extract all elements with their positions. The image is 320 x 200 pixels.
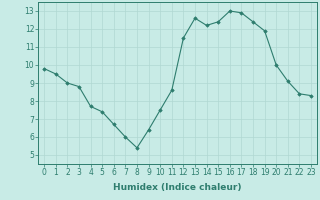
X-axis label: Humidex (Indice chaleur): Humidex (Indice chaleur) [113,183,242,192]
